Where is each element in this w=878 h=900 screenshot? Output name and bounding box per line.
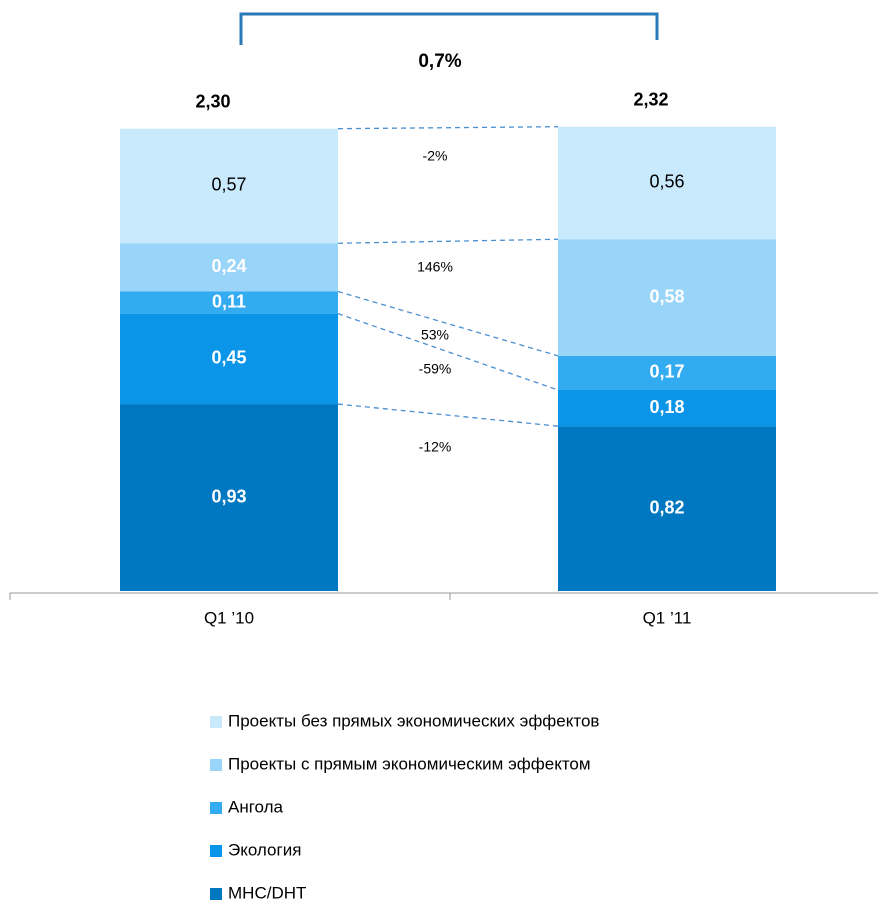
- legend-swatch: [210, 759, 222, 771]
- connector: [337, 238, 559, 244]
- bar-segment: [558, 355, 776, 390]
- legend-label: Экология: [228, 840, 301, 859]
- legend-swatch: [210, 802, 222, 814]
- value-label: 0,11: [212, 291, 246, 311]
- legend-label: МНС/DHT: [228, 883, 306, 900]
- total-label: 2,30: [195, 91, 230, 111]
- bar-segment: [120, 404, 338, 591]
- value-label: 0,82: [649, 497, 684, 517]
- bar-segment: [120, 243, 338, 292]
- x-tick-label: Q1 ’11: [643, 608, 692, 627]
- change-label: 146%: [417, 259, 453, 275]
- legend-swatch: [210, 716, 222, 728]
- change-label: -12%: [419, 439, 452, 455]
- bracket: [239, 12, 659, 45]
- value-label: 0,17: [649, 362, 684, 382]
- change-label: -2%: [423, 148, 448, 164]
- connector: [337, 403, 559, 427]
- bar-segment: [558, 426, 776, 591]
- value-label: 0,24: [211, 256, 246, 276]
- connector: [337, 313, 559, 391]
- bar-segment: [558, 390, 776, 427]
- legend-label: Проекты с прямым экономическим эффектом: [228, 754, 591, 773]
- legend-label: Проекты без прямых экономических эффекто…: [228, 711, 599, 730]
- value-label: 0,57: [211, 175, 246, 195]
- bar-segment: [120, 128, 338, 244]
- value-label: 0,45: [211, 348, 246, 368]
- connector: [337, 290, 559, 357]
- legend-label: Ангола: [228, 797, 284, 816]
- legend-swatch: [210, 888, 222, 900]
- legend-swatch: [210, 845, 222, 857]
- total-change: 0,7%: [418, 51, 461, 72]
- value-label: 0,93: [211, 486, 246, 506]
- value-label: 0,58: [649, 286, 684, 306]
- change-label: -59%: [419, 361, 452, 377]
- bar-segment: [558, 126, 776, 240]
- value-label: 0,56: [649, 172, 684, 192]
- bar-segment: [120, 291, 338, 314]
- total-label: 2,32: [633, 89, 668, 109]
- bar-segment: [558, 239, 776, 356]
- value-label: 0,18: [649, 397, 684, 417]
- x-tick-label: Q1 ’10: [204, 608, 254, 627]
- bar-segment: [120, 313, 338, 405]
- change-label: 53%: [421, 327, 449, 343]
- connector: [337, 126, 559, 130]
